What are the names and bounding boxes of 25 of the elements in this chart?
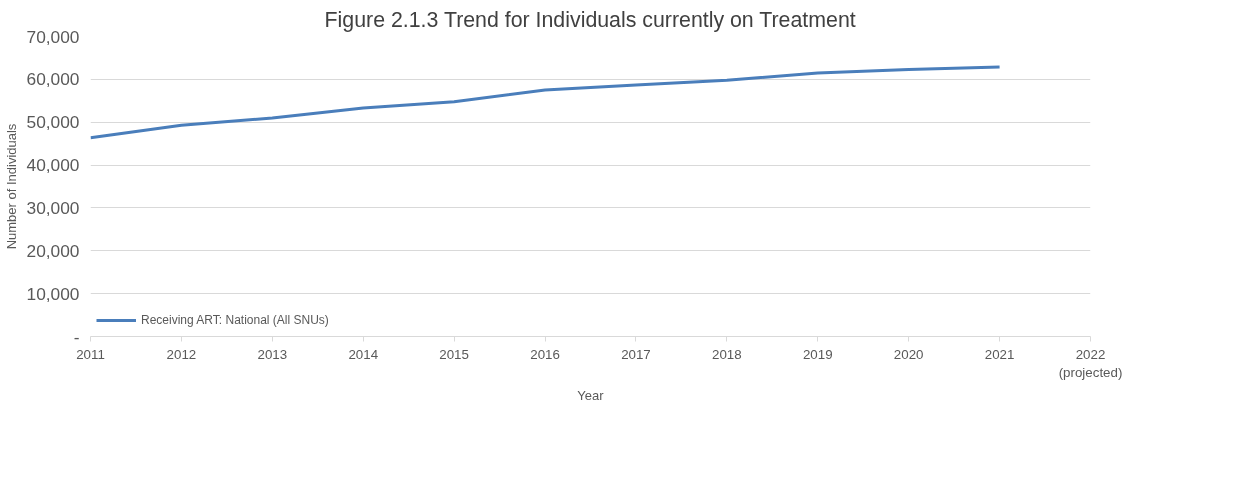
x-tick-label: 2012 (166, 346, 197, 362)
y-tick-label: 20,000 (26, 240, 80, 261)
chart-title: Figure 2.1.3 Trend for Individuals currently on Treatment (324, 7, 856, 32)
x-tick-label: 2018 (712, 346, 742, 362)
y-axis-title: Number of Individuals (3, 123, 19, 250)
y-tick-label: 30,000 (26, 197, 80, 218)
x-tick-label: 2013 (257, 346, 288, 362)
x-tick-label: 2022 (projected) (1058, 346, 1123, 380)
x-axis-title: Year (577, 387, 605, 403)
y-tick-label: - (73, 326, 80, 347)
x-tick-label: 2016 (530, 346, 560, 362)
x-tick-label: 2021 (984, 346, 1015, 362)
y-tick-label: 40,000 (26, 155, 80, 176)
x-tick-label: 2017 (621, 346, 651, 362)
y-tick-label: 70,000 (26, 26, 80, 47)
x-tick-label: 2015 (439, 346, 469, 362)
x-tick-label: 2011 (76, 346, 105, 362)
x-tick-label: 2020 (893, 346, 924, 362)
line-series (90, 65, 1002, 140)
y-tick-label: 60,000 (26, 69, 80, 90)
y-tick-label: 10,000 (26, 283, 80, 304)
x-tick-label: 2019 (802, 346, 833, 362)
legend-label: Receiving ART: National (All SNUs) (141, 313, 329, 327)
x-tick-label: 2014 (348, 346, 379, 362)
y-tick-label: 50,000 (26, 112, 80, 133)
